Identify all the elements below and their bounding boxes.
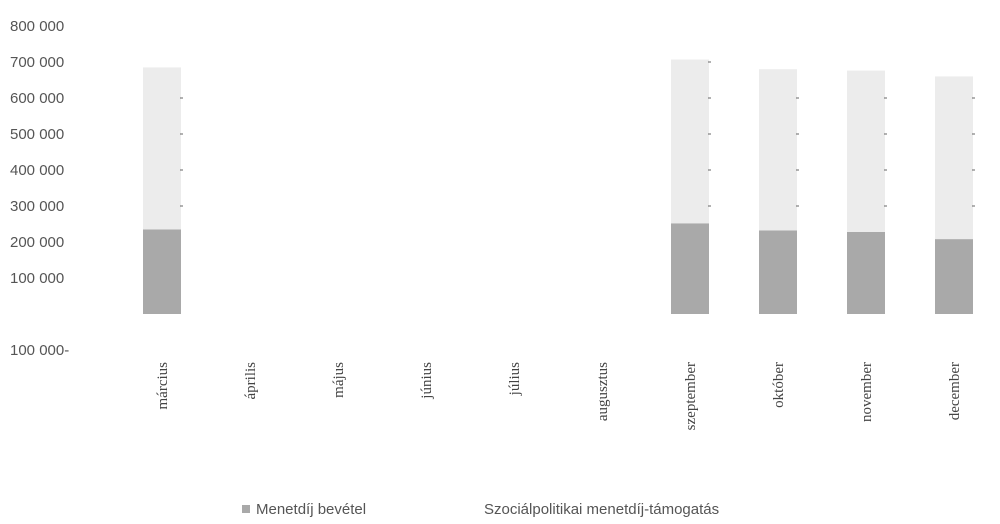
x-axis: március április május június július augusztus… [155, 362, 963, 430]
y-tick-label: 300 000 [10, 198, 64, 215]
x-tick-label: október [771, 362, 787, 408]
y-axis: 800 000 700 000 600 000 500 000 400 000 300 0… [10, 18, 69, 359]
bar-segment [759, 230, 797, 314]
bars [143, 59, 975, 314]
bar-segment [143, 67, 181, 230]
legend-label: Szociálpolitikai menetdíj-támogatás [484, 501, 719, 518]
y-tick-label: 400 000 [10, 162, 64, 179]
bar-segment [847, 231, 885, 314]
x-tick-label: december [947, 362, 963, 420]
bar-segment [759, 69, 797, 231]
bar-segment [143, 229, 181, 314]
bar-segment [671, 223, 709, 314]
y-tick-label: 700 000 [10, 54, 64, 71]
bar-segment [935, 239, 973, 314]
x-tick-label: július [507, 362, 523, 397]
y-tick-label: 600 000 [10, 90, 64, 107]
y-tick-label: 500 000 [10, 126, 64, 143]
x-tick-label: május [331, 362, 347, 398]
x-tick-label: augusztus [595, 362, 611, 421]
legend-label: Menetdíj bevétel [256, 501, 366, 518]
x-tick-label: június [419, 362, 435, 400]
bar-segment [847, 70, 885, 232]
bar-segment [935, 76, 973, 240]
bar-segment [671, 59, 709, 224]
y-tick-label: 100 000 [10, 270, 64, 287]
y-tick-label: 200 000 [10, 234, 64, 251]
x-tick-label: november [859, 362, 875, 422]
x-tick-label: március [155, 362, 171, 410]
legend-swatch [242, 505, 250, 513]
x-tick-label: április [243, 362, 259, 400]
x-tick-label: szeptember [683, 362, 699, 430]
y-tick-label: 100 000- [10, 342, 69, 359]
y-tick-label: 800 000 [10, 18, 64, 35]
legend: Menetdíj bevétel Szociálpolitikai menetdí… [242, 501, 719, 518]
